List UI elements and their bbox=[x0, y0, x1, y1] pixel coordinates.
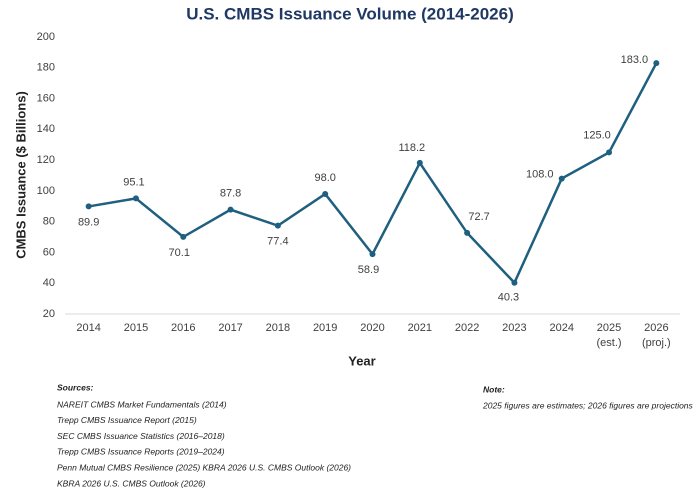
source: SEC CMBS Issuance Statistics (2016–2018) bbox=[57, 431, 225, 441]
data-label: 87.8 bbox=[220, 188, 241, 200]
data-label: 72.7 bbox=[468, 211, 489, 223]
x-tick-label: 2015 bbox=[124, 322, 148, 334]
x-tick-label-line: 2025 bbox=[597, 322, 621, 334]
x-axis-label: Year bbox=[348, 353, 375, 368]
y-tick-label: 40 bbox=[43, 277, 55, 289]
point bbox=[85, 203, 92, 210]
y-axis-label: CMBS Issuance ($ Billions) bbox=[13, 91, 28, 259]
note-title: Note: bbox=[483, 384, 505, 394]
x-tick-label: 2018 bbox=[266, 322, 290, 334]
y-tick-label: 180 bbox=[37, 62, 55, 74]
point bbox=[322, 190, 329, 197]
source: Trepp CMBS Issuance Reports (2019–2024) bbox=[57, 447, 225, 457]
x-tick-label: 2021 bbox=[408, 322, 432, 334]
x-tick-label: 2014 bbox=[76, 322, 100, 334]
x-tick-label: 2019 bbox=[313, 322, 337, 334]
y-tick-label: 200 bbox=[37, 31, 55, 43]
point bbox=[558, 175, 565, 182]
x-tick-label: 2025 (est.) bbox=[597, 322, 622, 349]
y-tick-label: 120 bbox=[37, 154, 55, 166]
x-tick-label: 2020 bbox=[360, 322, 384, 334]
data-label: 40.3 bbox=[498, 292, 519, 304]
point bbox=[653, 60, 660, 67]
data-label: 98.0 bbox=[314, 172, 335, 184]
point bbox=[606, 149, 613, 156]
point bbox=[511, 279, 518, 286]
x-tick-label: 2026 (proj.) bbox=[642, 322, 671, 349]
data-label: 89.9 bbox=[78, 216, 99, 228]
source: Penn Mutual CMBS Resilience (2025) KBRA … bbox=[57, 462, 351, 472]
data-label: 58.9 bbox=[358, 264, 379, 276]
x-tick-label: 2023 bbox=[502, 322, 526, 334]
sources-title: Sources: bbox=[57, 382, 94, 392]
x-tick-label-line: (proj.) bbox=[642, 337, 671, 349]
chart-title: U.S. CMBS Issuance Volume (2014-2026) bbox=[186, 4, 514, 23]
y-tick-label: 140 bbox=[37, 123, 55, 135]
y-tick-label: 80 bbox=[43, 216, 55, 228]
point bbox=[132, 195, 139, 202]
data-label: 183.0 bbox=[621, 54, 649, 66]
x-tick-label-line: 2026 bbox=[644, 322, 668, 334]
data-label: 70.1 bbox=[169, 247, 190, 259]
y-tick-label: 100 bbox=[37, 185, 55, 197]
data-label: 77.4 bbox=[267, 236, 288, 248]
y-tick-label: 60 bbox=[43, 246, 55, 258]
x-tick-label: 2024 bbox=[549, 322, 573, 334]
data-label: 125.0 bbox=[583, 129, 611, 141]
point bbox=[416, 159, 423, 166]
x-tick-label-line: (est.) bbox=[597, 337, 622, 349]
point bbox=[180, 233, 187, 240]
source: Trepp CMBS Issuance Report (2015) bbox=[57, 415, 197, 425]
point bbox=[274, 222, 281, 229]
x-tick-label: 2022 bbox=[455, 322, 479, 334]
x-tick-label: 2016 bbox=[171, 322, 195, 334]
point bbox=[464, 229, 471, 236]
data-label: 95.1 bbox=[123, 176, 144, 188]
note: 2025 figures are estimates; 2026 figures… bbox=[482, 400, 694, 410]
x-tick-label: 2017 bbox=[218, 322, 242, 334]
point bbox=[369, 251, 376, 258]
data-label: 118.2 bbox=[398, 142, 425, 154]
y-tick-label: 20 bbox=[43, 308, 55, 320]
source: NAREIT CMBS Market Fundamentals (2014) bbox=[57, 399, 227, 409]
source: KBRA 2026 U.S. CMBS Outlook (2026) bbox=[57, 478, 206, 488]
data-label: 108.0 bbox=[526, 168, 554, 180]
y-tick-label: 160 bbox=[37, 92, 55, 104]
point bbox=[227, 206, 234, 213]
